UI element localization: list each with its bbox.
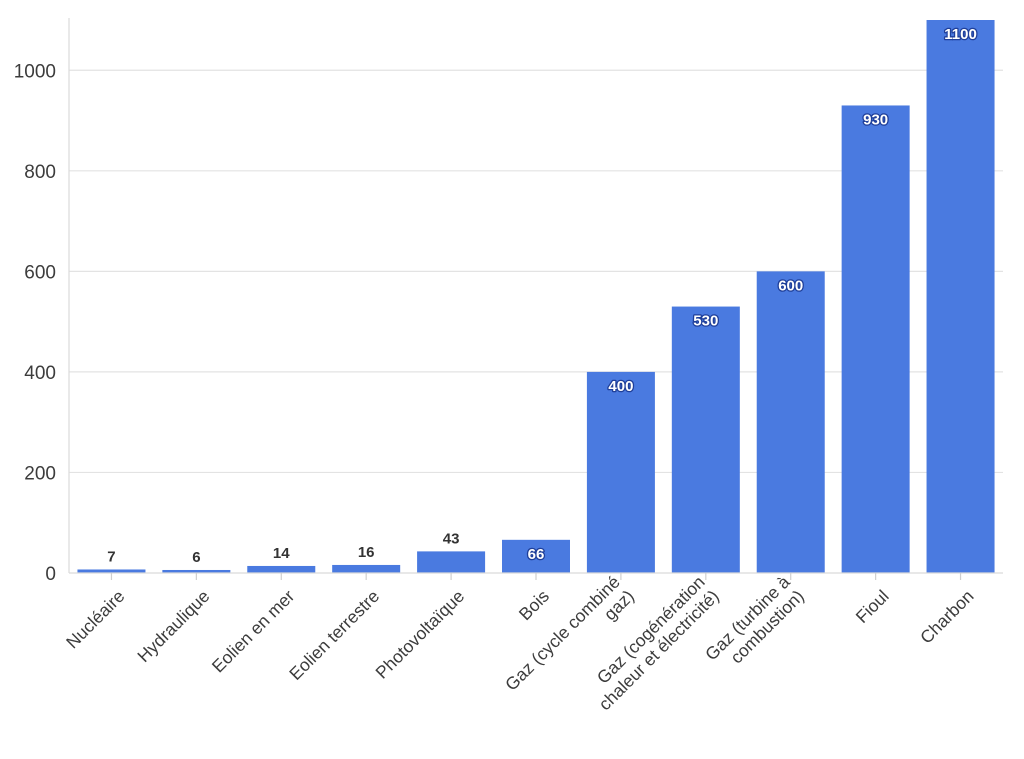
bar-2 bbox=[247, 565, 316, 573]
x-tick-label: Photovoltaïque bbox=[371, 586, 468, 683]
data-label-4: 43 bbox=[443, 530, 460, 547]
x-tick-label-line: Eolien terrestre bbox=[285, 586, 383, 684]
bar-9 bbox=[841, 105, 910, 574]
data-label-2: 14 bbox=[273, 545, 290, 562]
y-tick-label: 800 bbox=[24, 162, 56, 183]
x-tick-label-line: Hydraulique bbox=[133, 586, 213, 666]
x-tick-label: Gaz (turbine àcombustion) bbox=[701, 572, 808, 679]
data-label-0: 7 bbox=[107, 548, 115, 565]
y-tick-label: 0 bbox=[45, 564, 56, 585]
x-tick-label: Charbon bbox=[916, 586, 978, 648]
bar-10 bbox=[926, 20, 995, 573]
bar-6 bbox=[586, 371, 655, 573]
x-tick-label: Bois bbox=[515, 586, 553, 624]
x-tick-label: Eolien en mer bbox=[208, 586, 299, 677]
bar-1 bbox=[162, 569, 231, 573]
data-label-6: 400 bbox=[608, 378, 633, 395]
x-tick-label: Fioul bbox=[852, 586, 893, 627]
y-tick-label: 600 bbox=[24, 262, 56, 283]
x-tick-label-line: Bois bbox=[515, 586, 553, 624]
data-label-10: 1100 bbox=[944, 26, 977, 43]
x-tick-label-line: Charbon bbox=[916, 586, 978, 648]
x-tick-label-line: Photovoltaïque bbox=[371, 586, 468, 683]
y-tick-label: 1000 bbox=[14, 61, 56, 82]
x-tick-label-line: Nucléaire bbox=[62, 586, 128, 652]
data-label-8: 600 bbox=[778, 277, 803, 294]
axes bbox=[68, 18, 1003, 580]
bar-7 bbox=[671, 306, 740, 573]
bar-5 bbox=[502, 539, 570, 573]
y-tick-label: 200 bbox=[24, 463, 56, 484]
bar-0 bbox=[77, 569, 146, 573]
data-label-1: 6 bbox=[192, 549, 200, 566]
data-label-7: 530 bbox=[693, 313, 718, 330]
y-tick-label: 400 bbox=[24, 363, 56, 384]
x-tick-label-line: Eolien en mer bbox=[208, 586, 299, 677]
data-labels: 7 6 14 16 43 66 400 530 600 930 1100 bbox=[107, 25, 978, 566]
x-tick-label: Nucléaire bbox=[62, 586, 128, 652]
data-label-9: 930 bbox=[863, 111, 888, 128]
bar-3 bbox=[332, 564, 401, 573]
x-tick-label-line: Fioul bbox=[852, 586, 893, 627]
bars bbox=[77, 20, 995, 574]
x-tick-label: Hydraulique bbox=[133, 586, 213, 666]
bar-4 bbox=[417, 551, 486, 573]
data-label-5: 66 bbox=[528, 546, 545, 563]
data-label-3: 16 bbox=[358, 544, 375, 561]
bar-8 bbox=[756, 271, 825, 573]
y-axis-tick-labels: 0 200 400 600 800 1000 bbox=[14, 61, 56, 585]
x-tick-label: Eolien terrestre bbox=[285, 586, 383, 684]
